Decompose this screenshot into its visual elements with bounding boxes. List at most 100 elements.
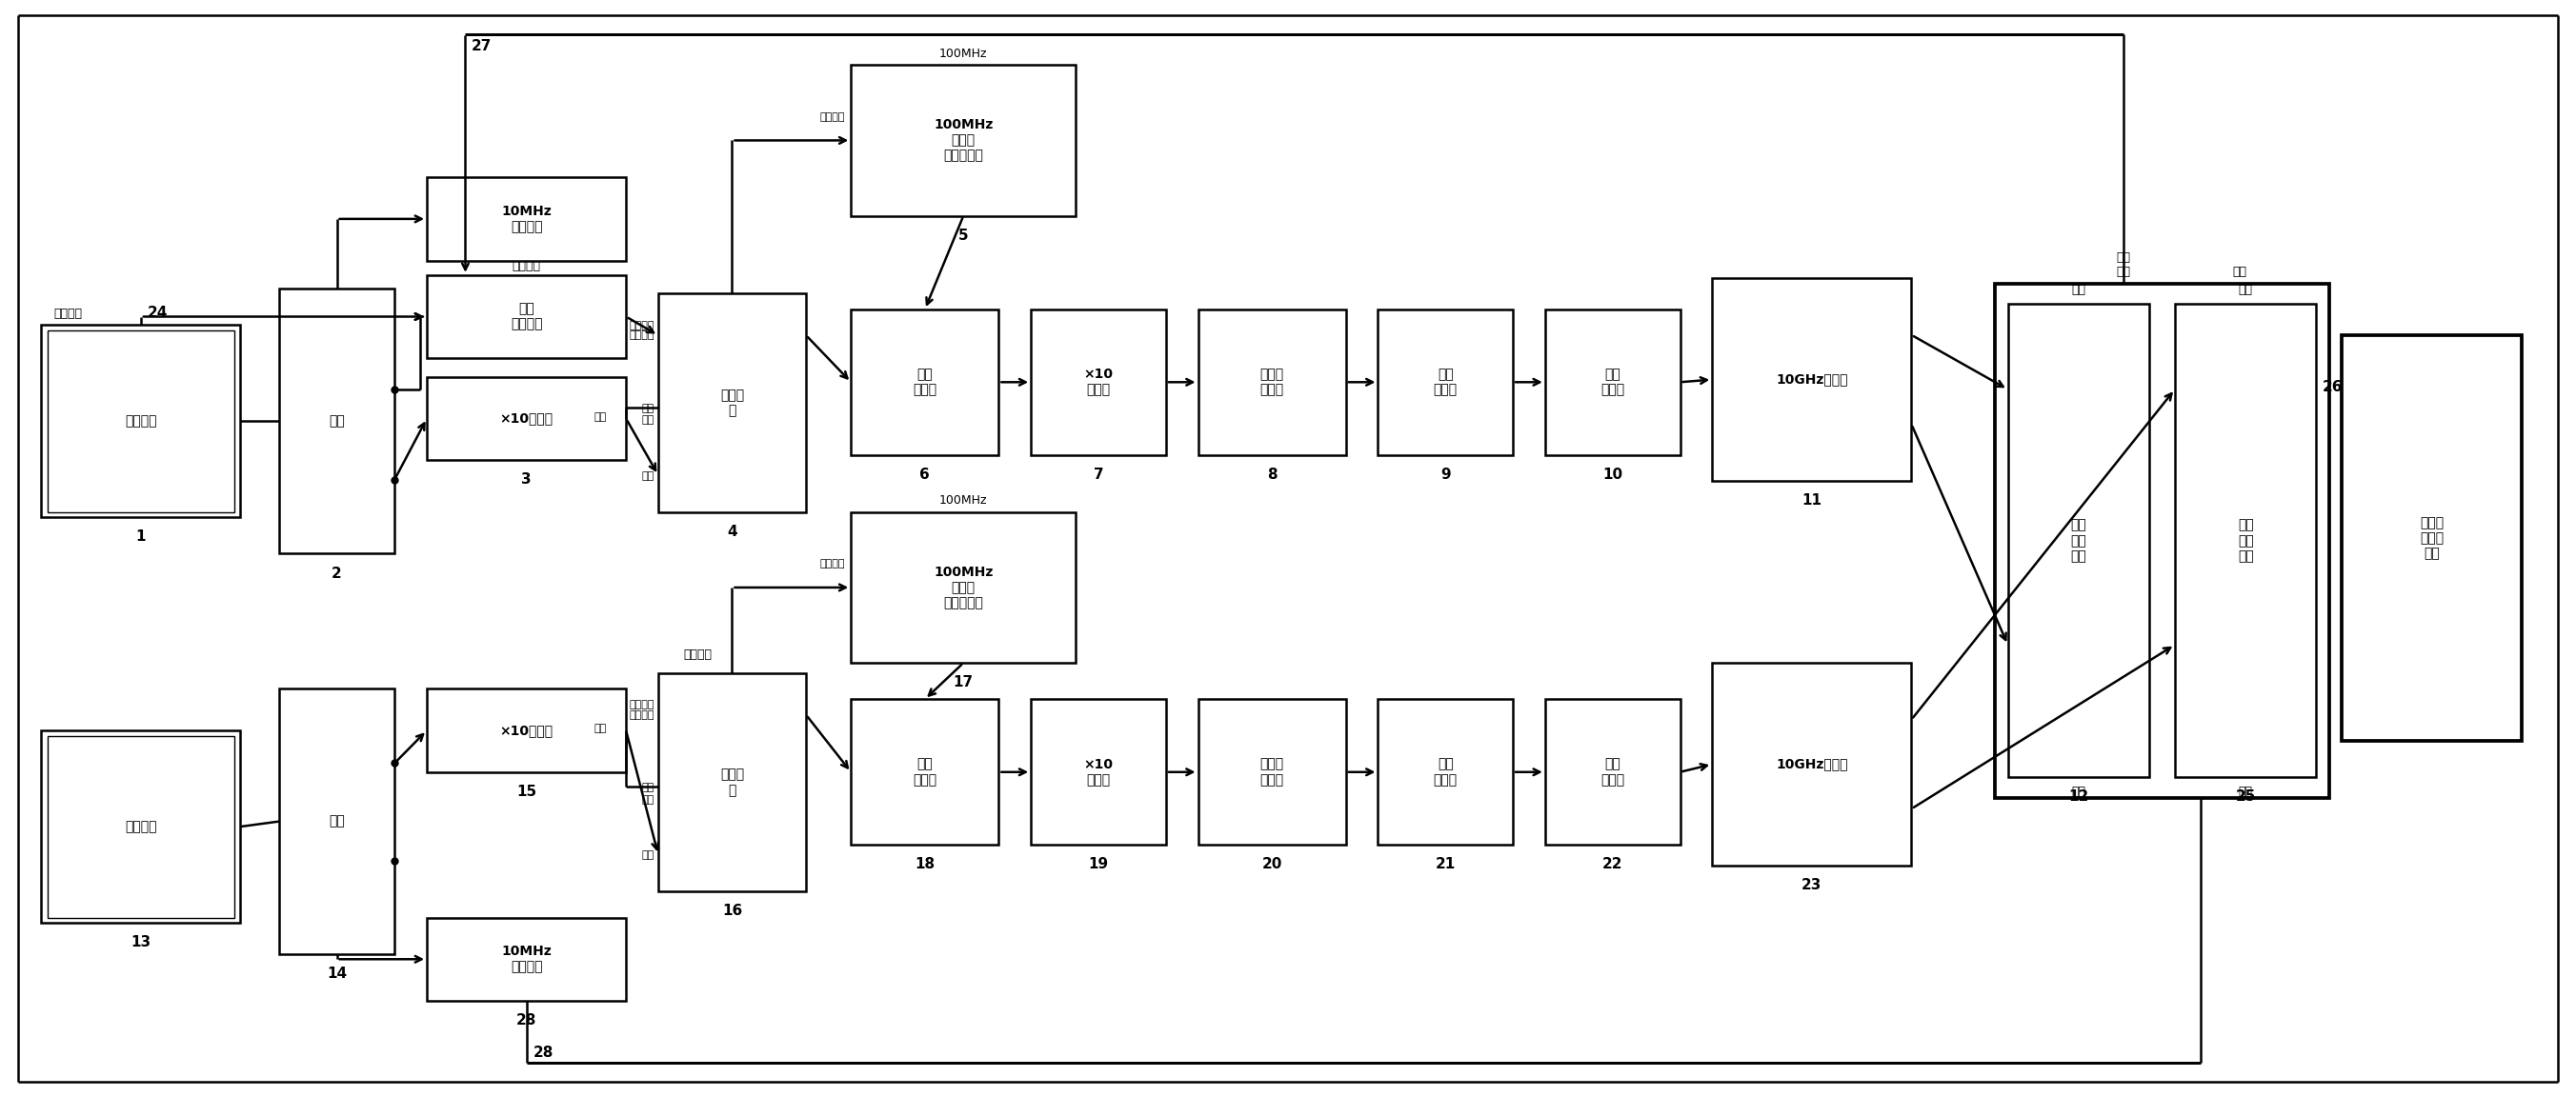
Text: 10MHz
输出接口: 10MHz 输出接口 — [502, 945, 551, 973]
Bar — [1198, 699, 1345, 845]
Bar — [428, 275, 626, 359]
Text: 压控输入: 压控输入 — [54, 307, 82, 319]
Text: 压控
输入接口: 压控 输入接口 — [510, 303, 544, 331]
Bar — [850, 309, 999, 455]
Bar — [1713, 663, 1911, 866]
Text: 梳状
滤波器: 梳状 滤波器 — [1432, 758, 1458, 787]
Text: 3: 3 — [520, 473, 531, 487]
Text: 2: 2 — [332, 566, 343, 580]
Text: 100MHz
低噪声
压控振荡器: 100MHz 低噪声 压控振荡器 — [933, 118, 994, 162]
Text: 功率
放大器: 功率 放大器 — [1600, 758, 1625, 787]
Text: 23: 23 — [1801, 878, 1821, 892]
Text: 隔离
放大器: 隔离 放大器 — [912, 367, 938, 396]
Text: 梳状谱
发生器: 梳状谱 发生器 — [1260, 758, 1283, 787]
Text: 压控输出: 压控输出 — [629, 320, 654, 330]
Text: 9: 9 — [1440, 467, 1450, 482]
Text: 100MHz
低噪声
压控振荡器: 100MHz 低噪声 压控振荡器 — [933, 565, 994, 610]
Bar — [428, 377, 626, 460]
Text: 18: 18 — [914, 857, 935, 872]
Text: 本振: 本振 — [641, 783, 654, 792]
Text: 20: 20 — [1262, 857, 1283, 872]
Text: 26: 26 — [2324, 381, 2344, 395]
Text: 22: 22 — [1602, 857, 1623, 872]
Text: 梳状谱
发生器: 梳状谱 发生器 — [1260, 367, 1283, 396]
Text: 本振: 本振 — [2239, 283, 2254, 296]
Bar — [2342, 336, 2522, 740]
Text: 8: 8 — [1267, 467, 1278, 482]
Bar — [1378, 699, 1512, 845]
Bar — [46, 736, 234, 917]
Text: 高稳晶振: 高稳晶振 — [124, 819, 157, 834]
Bar — [428, 917, 626, 1000]
Text: 射频: 射频 — [2071, 785, 2087, 798]
Bar — [659, 294, 806, 512]
Text: 10: 10 — [1602, 467, 1623, 482]
Text: 射频: 射频 — [595, 724, 608, 734]
Text: ×10
倍频器: ×10 倍频器 — [1084, 758, 1113, 787]
Text: 25: 25 — [2236, 790, 2257, 804]
Text: 本振: 本振 — [641, 416, 654, 426]
Text: 14: 14 — [327, 966, 348, 981]
Bar — [428, 689, 626, 772]
Text: ×10倍频器: ×10倍频器 — [500, 411, 554, 426]
Text: 功率
放大器: 功率 放大器 — [1600, 367, 1625, 396]
Text: 7: 7 — [1092, 467, 1103, 482]
Text: 10GHz微波源: 10GHz微波源 — [1775, 373, 1847, 386]
Text: 28: 28 — [515, 1014, 536, 1028]
Text: 本振: 本振 — [2231, 265, 2246, 279]
Text: 11: 11 — [1801, 494, 1821, 508]
Text: 压控输出: 压控输出 — [629, 700, 654, 710]
Bar — [1198, 309, 1345, 455]
Text: 12: 12 — [2069, 790, 2089, 804]
Text: 压控
输出: 压控 输出 — [2117, 251, 2130, 279]
Bar — [850, 699, 999, 845]
Text: 1: 1 — [137, 530, 147, 544]
Text: 锁相环
路: 锁相环 路 — [721, 388, 744, 417]
Text: 5: 5 — [958, 228, 969, 242]
Text: 19: 19 — [1087, 857, 1108, 872]
Text: 15: 15 — [515, 784, 536, 799]
Text: 开关: 开关 — [330, 815, 345, 828]
Text: 16: 16 — [721, 904, 742, 918]
Text: 24: 24 — [147, 305, 167, 319]
Bar — [2007, 304, 2148, 778]
Text: 射频: 射频 — [641, 850, 654, 860]
Bar — [659, 674, 806, 892]
Text: 压控输出: 压控输出 — [629, 330, 654, 340]
Bar — [1994, 283, 2329, 798]
Bar — [278, 689, 394, 954]
Text: 压控输出: 压控输出 — [683, 648, 714, 660]
Bar — [1030, 699, 1167, 845]
Text: 微波
检相
端口: 微波 检相 端口 — [2071, 519, 2087, 563]
Bar — [1713, 279, 1911, 480]
Text: 梳状
滤波器: 梳状 滤波器 — [1432, 367, 1458, 396]
Text: 6: 6 — [920, 467, 930, 482]
Text: 相位噪
声测量
系统: 相位噪 声测量 系统 — [2419, 516, 2445, 561]
Text: 压控输入: 压控输入 — [819, 112, 845, 122]
Bar — [1546, 699, 1680, 845]
Text: 100MHz: 100MHz — [940, 47, 987, 60]
Text: 27: 27 — [471, 39, 492, 54]
Text: 开关: 开关 — [330, 415, 345, 428]
Text: 21: 21 — [1435, 857, 1455, 872]
Text: 隔离
放大器: 隔离 放大器 — [912, 758, 938, 787]
Text: 10GHz微波源: 10GHz微波源 — [1775, 758, 1847, 771]
Text: 锁相环
路: 锁相环 路 — [721, 768, 744, 796]
Bar — [1546, 309, 1680, 455]
Bar — [41, 731, 240, 923]
Text: ×10倍频器: ×10倍频器 — [500, 724, 554, 737]
Bar — [850, 65, 1077, 216]
Text: 100MHz: 100MHz — [940, 495, 987, 507]
Text: 高稳晶振: 高稳晶振 — [124, 415, 157, 428]
Text: 压控输入: 压控输入 — [513, 260, 541, 272]
Text: 压控输出: 压控输出 — [629, 710, 654, 720]
Text: 射频: 射频 — [2239, 785, 2254, 798]
Text: 本振: 本振 — [641, 795, 654, 804]
Bar — [850, 512, 1077, 663]
Bar — [1378, 309, 1512, 455]
Text: 17: 17 — [953, 676, 974, 690]
Text: 10MHz
输出接口: 10MHz 输出接口 — [502, 204, 551, 234]
Text: 本振: 本振 — [641, 404, 654, 412]
Bar — [278, 289, 394, 554]
Text: 射频: 射频 — [595, 412, 608, 421]
